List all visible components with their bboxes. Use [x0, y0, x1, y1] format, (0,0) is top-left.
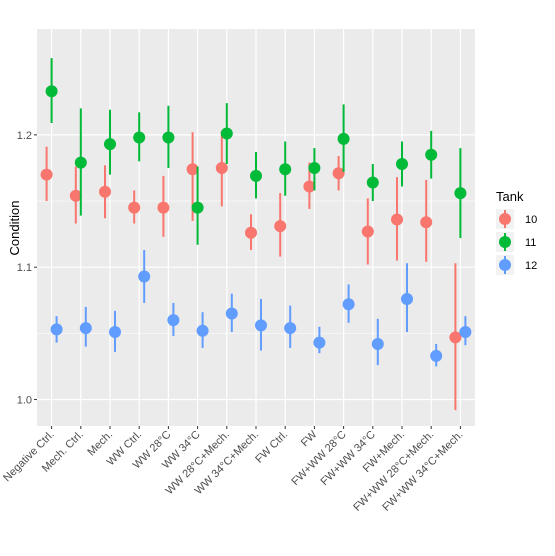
- data-point: [279, 163, 292, 176]
- data-point: [361, 225, 374, 238]
- data-point: [401, 292, 413, 305]
- data-point: [459, 326, 472, 339]
- data-point: [313, 336, 326, 349]
- data-point: [332, 167, 345, 180]
- data-point: [74, 156, 87, 169]
- data-point: [255, 319, 267, 332]
- data-point: [109, 326, 121, 339]
- data-point: [40, 168, 53, 181]
- data-point: [274, 220, 287, 233]
- data-marks: [40, 58, 472, 411]
- legend-label: 10: [525, 214, 537, 226]
- data-point: [366, 176, 379, 189]
- data-point: [69, 189, 82, 202]
- data-point: [191, 201, 204, 214]
- y-tick-label: 1.1: [17, 262, 32, 274]
- data-point: [220, 127, 233, 140]
- legend-item-12: 12: [496, 255, 537, 275]
- legend-item-10: 10: [496, 209, 537, 229]
- legend-item-11: 11: [496, 232, 536, 252]
- data-point: [284, 322, 297, 335]
- data-point: [138, 270, 151, 283]
- data-point: [430, 349, 443, 362]
- y-tick-label: 1.2: [17, 130, 32, 142]
- series-11: [45, 58, 467, 245]
- legend-label: 12: [525, 260, 537, 272]
- data-point: [196, 324, 209, 337]
- data-point: [371, 337, 384, 350]
- legend-title: Tank: [496, 189, 524, 204]
- series-10: [40, 130, 462, 411]
- data-point: [396, 157, 408, 170]
- legend-key-point: [499, 213, 511, 225]
- y-axis-title: Condition: [7, 201, 22, 256]
- data-point: [337, 132, 350, 145]
- y-axis: 1.0 1.1 1.2: [17, 130, 37, 407]
- data-point: [303, 180, 316, 193]
- data-point: [250, 169, 262, 182]
- legend-key-point: [499, 259, 511, 271]
- data-point: [99, 185, 111, 198]
- data-point: [454, 187, 467, 200]
- data-point: [104, 138, 116, 151]
- data-point: [186, 163, 199, 176]
- data-point: [425, 148, 438, 161]
- data-point: [162, 131, 175, 144]
- data-point: [133, 131, 146, 144]
- data-point: [391, 213, 403, 226]
- data-point: [215, 161, 228, 174]
- data-point: [342, 298, 355, 311]
- series-12: [50, 249, 472, 367]
- legend-key-point: [499, 236, 511, 248]
- y-tick-label: 1.0: [17, 395, 32, 407]
- legend-label: 11: [525, 237, 536, 249]
- data-point: [449, 331, 462, 344]
- data-point: [308, 161, 321, 174]
- data-point: [50, 323, 63, 336]
- data-point: [245, 226, 257, 239]
- data-point: [225, 307, 238, 320]
- data-point: [420, 216, 433, 229]
- data-point: [167, 314, 180, 327]
- data-point: [45, 85, 58, 98]
- data-point: [79, 322, 92, 335]
- data-point: [128, 201, 141, 214]
- data-point: [157, 201, 170, 214]
- legend: Tank 10 11 12: [496, 189, 537, 275]
